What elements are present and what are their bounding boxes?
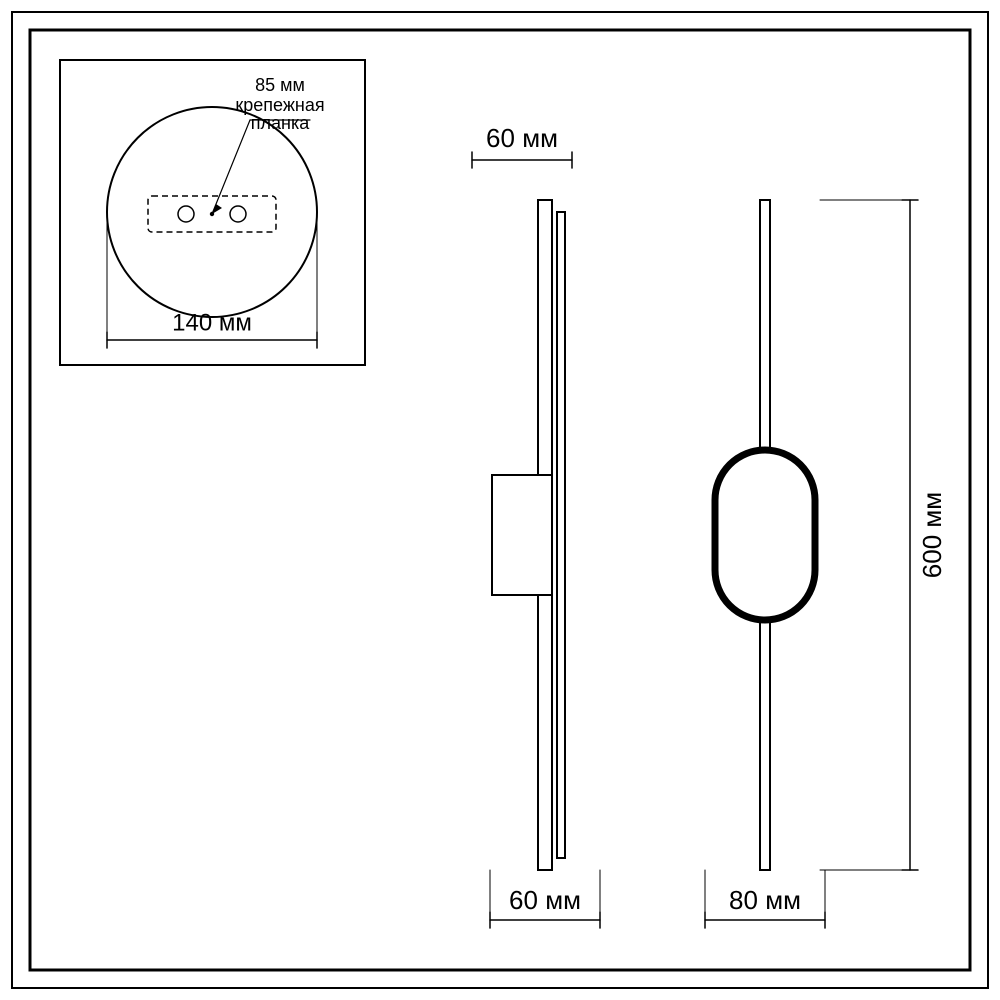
svg-text:85 мм: 85 мм [255, 75, 305, 95]
svg-text:60 мм: 60 мм [486, 123, 558, 153]
svg-text:600 мм: 600 мм [917, 492, 947, 578]
svg-text:80 мм: 80 мм [729, 885, 801, 915]
svg-text:60 мм: 60 мм [509, 885, 581, 915]
svg-text:крепежная: крепежная [235, 95, 324, 115]
svg-text:140 мм: 140 мм [172, 309, 252, 336]
svg-text:планка: планка [251, 113, 310, 133]
